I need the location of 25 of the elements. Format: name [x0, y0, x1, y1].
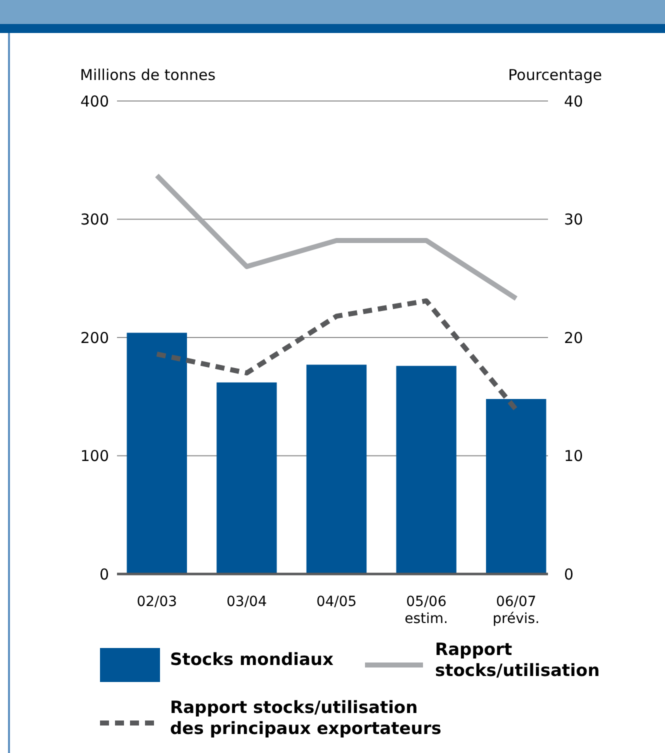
- y-axis-title: Millions de tonnes: [80, 66, 216, 84]
- x-tick-label: 05/06 estim.: [404, 594, 448, 627]
- y2-tick-label: 20: [564, 328, 584, 347]
- legend-label: Rapport stocks/utilisation des principaux exportateurs: [170, 698, 442, 739]
- bar: [216, 382, 277, 574]
- y-tick-label: 100: [80, 447, 109, 465]
- y2-tick-label: 40: [564, 92, 584, 110]
- legend-label: Rapport stocks/utilisation: [435, 640, 600, 681]
- y2-tick-label: 30: [564, 210, 584, 228]
- bar: [396, 366, 456, 574]
- y-tick-label: 200: [80, 328, 109, 347]
- y2-tick-label: 10: [564, 447, 584, 465]
- bar: [306, 364, 367, 574]
- y-tick-label: 300: [80, 210, 109, 228]
- x-tick-label: 03/04: [226, 594, 267, 610]
- bar: [126, 332, 187, 574]
- y2-axis-title: Pourcentage: [508, 66, 602, 84]
- x-tick-label: 02/03: [136, 594, 178, 610]
- bar: [486, 398, 546, 574]
- x-tick-label: 04/05: [316, 594, 357, 610]
- legend-label: Stocks mondiaux: [170, 650, 334, 670]
- y2-tick-label: 0: [564, 565, 574, 584]
- x-tick-label: 06/07 prévis.: [492, 594, 540, 627]
- y-tick-label: 0: [99, 565, 109, 584]
- y-tick-label: 400: [80, 92, 109, 110]
